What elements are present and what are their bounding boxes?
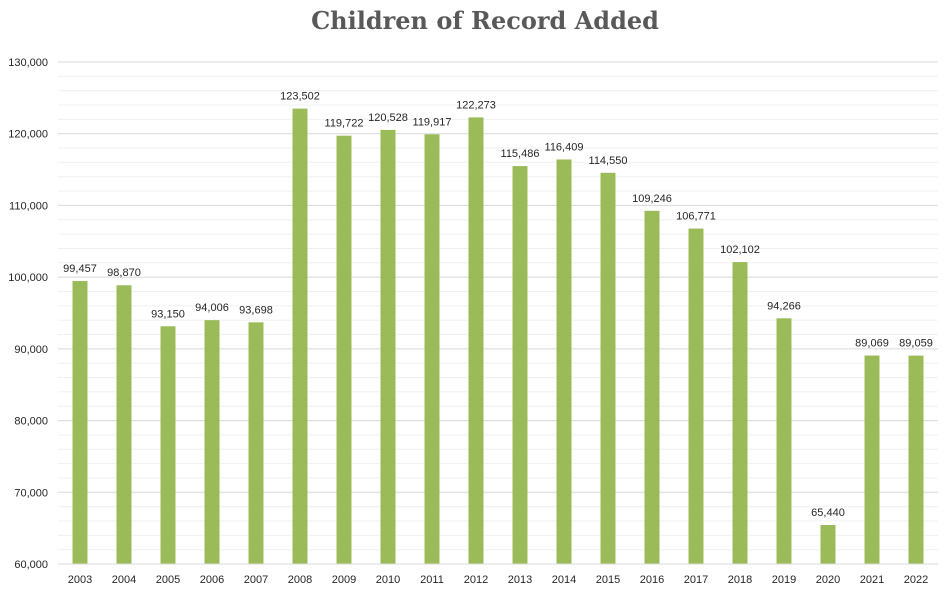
bar (776, 318, 792, 564)
x-tick-label: 2010 (376, 574, 400, 586)
bar (600, 172, 616, 564)
bar (248, 322, 264, 564)
data-label: 123,502 (280, 91, 320, 103)
x-tick-label: 2019 (772, 574, 796, 586)
y-tick-label: 80,000 (14, 416, 48, 428)
data-label: 102,102 (720, 244, 760, 256)
data-label: 122,273 (456, 99, 496, 111)
bar (116, 285, 132, 564)
data-label: 106,771 (676, 211, 716, 223)
x-tick-label: 2016 (640, 574, 664, 586)
x-tick-label: 2015 (596, 574, 620, 586)
data-label: 93,150 (151, 308, 185, 320)
data-label: 99,457 (63, 263, 97, 275)
y-tick-label: 60,000 (14, 559, 48, 571)
bar (468, 117, 484, 564)
bar (512, 166, 528, 564)
x-tick-label: 2013 (508, 574, 532, 586)
bar (336, 135, 352, 564)
data-label: 115,486 (501, 148, 540, 160)
data-label: 116,409 (545, 141, 584, 153)
x-tick-label: 2005 (156, 574, 180, 586)
x-tick-label: 2012 (464, 574, 488, 586)
y-tick-label: 100,000 (8, 272, 48, 284)
data-label: 119,722 (325, 118, 364, 130)
data-label: 98,870 (107, 267, 141, 279)
bar (864, 355, 880, 564)
x-tick-label: 2011 (420, 574, 444, 586)
y-tick-label: 130,000 (8, 57, 48, 69)
x-tick-label: 2007 (244, 574, 268, 586)
x-tick-label: 2009 (332, 574, 356, 586)
data-label: 94,006 (195, 302, 229, 314)
bar (160, 326, 176, 564)
bar (688, 228, 704, 564)
data-label: 93,698 (239, 304, 273, 316)
x-tick-label: 2021 (860, 574, 884, 586)
bar (204, 320, 220, 564)
bar (556, 159, 572, 564)
data-label: 94,266 (767, 300, 801, 312)
data-label: 119,917 (413, 116, 452, 128)
x-tick-label: 2018 (728, 574, 752, 586)
x-tick-label: 2006 (200, 574, 224, 586)
bar (380, 129, 396, 564)
bar (72, 281, 88, 564)
y-tick-label: 120,000 (8, 129, 48, 141)
data-label: 120,528 (368, 112, 408, 124)
x-tick-label: 2017 (684, 574, 708, 586)
x-tick-label: 2003 (68, 574, 92, 586)
x-tick-label: 2004 (112, 574, 136, 586)
data-label: 114,550 (589, 155, 628, 167)
bar (644, 210, 660, 565)
bar (292, 108, 308, 564)
y-tick-label: 70,000 (14, 487, 48, 499)
data-label: 89,069 (855, 338, 889, 350)
x-tick-label: 2008 (288, 574, 312, 586)
bar (820, 524, 836, 564)
data-label: 89,059 (899, 338, 933, 350)
chart-title: Children of Record Added (311, 6, 659, 35)
data-label: 109,246 (632, 193, 672, 205)
data-label: 65,440 (811, 507, 845, 519)
bar (424, 134, 440, 564)
y-tick-label: 90,000 (14, 344, 48, 356)
bar (908, 355, 924, 564)
bar (732, 262, 748, 564)
x-tick-label: 2014 (552, 574, 576, 586)
x-tick-label: 2020 (816, 574, 840, 586)
y-tick-label: 110,000 (9, 200, 48, 212)
x-tick-label: 2022 (904, 574, 928, 586)
